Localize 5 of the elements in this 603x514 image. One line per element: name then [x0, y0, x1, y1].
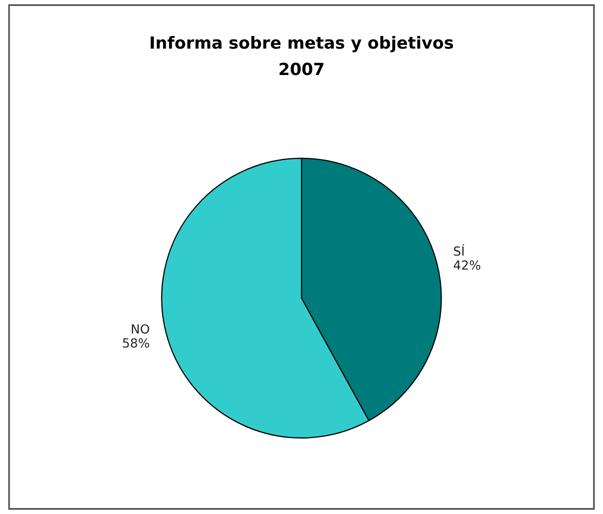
- data-label: 42%: [454, 260, 480, 270]
- slice-label: NO: [132, 324, 150, 334]
- chart-title: Informa sobre metas y objetivos 2007: [150, 36, 454, 76]
- data-label: 58%: [123, 338, 150, 348]
- slice-label: SÍ: [454, 244, 464, 256]
